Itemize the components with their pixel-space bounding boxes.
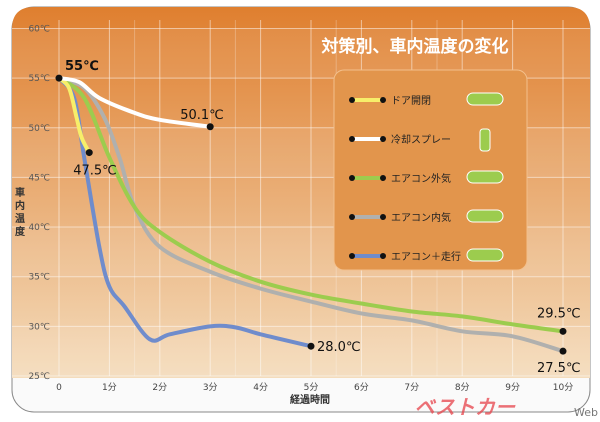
y-tick-label: 30℃ — [28, 322, 50, 332]
y-tick-label: 60℃ — [28, 24, 50, 34]
y-tick-label: 50℃ — [28, 124, 50, 134]
y-tick-label: 40℃ — [28, 223, 50, 233]
end-label-0: 47.5℃ — [73, 164, 117, 179]
x-tick-label: 6分 — [354, 382, 369, 393]
legend-dot — [349, 253, 355, 259]
car-doors-open-icon — [466, 92, 504, 106]
start-point — [55, 74, 63, 82]
y-tick-label: 45℃ — [28, 173, 50, 183]
end-point-2 — [559, 327, 567, 335]
legend-label-1: 冷却スプレー — [391, 133, 451, 146]
y-tick-label: 55℃ — [28, 74, 50, 84]
x-tick-label: 7分 — [404, 382, 419, 393]
end-label-1: 50.1℃ — [180, 108, 224, 123]
legend-dot — [380, 136, 386, 142]
x-tick-label: 5分 — [304, 382, 319, 393]
series-line-4 — [57, 76, 313, 349]
end-point-3 — [559, 347, 567, 355]
legend-label-3: エアコン内気 — [391, 211, 451, 224]
y-tick-label: 25℃ — [28, 372, 50, 382]
end-point-4 — [307, 342, 315, 350]
legend-dot — [349, 214, 355, 220]
x-tick-label: 4分 — [253, 382, 268, 393]
series-line-0 — [57, 76, 92, 155]
x-tick-label: 8分 — [455, 382, 470, 393]
end-point-1 — [206, 123, 214, 131]
end-label-4: 28.0℃ — [317, 340, 361, 355]
series-line-3 — [57, 76, 565, 354]
x-tick-label: 9分 — [505, 382, 520, 393]
end-label-2: 29.5℃ — [537, 306, 581, 321]
x-tick-label: 3分 — [203, 382, 218, 393]
x-tick-label: 10分 — [553, 382, 573, 393]
y-tick-label: 35℃ — [28, 273, 50, 283]
legend-label-4: エアコン＋走行 — [391, 250, 461, 263]
car-outside-air-icon — [466, 170, 504, 184]
legend-dot — [380, 214, 386, 220]
series-line-1 — [57, 76, 213, 129]
end-point-0 — [85, 149, 93, 157]
end-label-3: 27.5℃ — [537, 361, 581, 376]
legend-dot — [380, 175, 386, 181]
x-axis-label: 経過時間 — [290, 393, 330, 406]
legend-dot — [380, 253, 386, 259]
x-tick-label: 0 — [56, 383, 62, 393]
x-tick-label: 2分 — [152, 382, 167, 393]
legend-dot — [349, 175, 355, 181]
legend-label-0: ドア開閉 — [391, 95, 431, 107]
y-axis-label: 車内温度 — [15, 186, 26, 238]
legend-dot — [349, 136, 355, 142]
chart-title: 対策別、車内温度の変化 — [321, 36, 509, 57]
legend-label-2: エアコン外気 — [391, 172, 451, 185]
legend-dot — [380, 97, 386, 103]
series-line-2 — [57, 76, 565, 334]
watermark-logo: ベストカー — [415, 395, 516, 419]
car-recirculate-icon — [466, 209, 504, 223]
x-tick-label: 1分 — [102, 382, 117, 393]
legend-dot — [349, 97, 355, 103]
car-driving-icon — [466, 248, 504, 262]
start-label: 55℃ — [65, 59, 99, 74]
watermark-web: Web — [574, 406, 598, 419]
spray-can-icon — [479, 128, 491, 152]
